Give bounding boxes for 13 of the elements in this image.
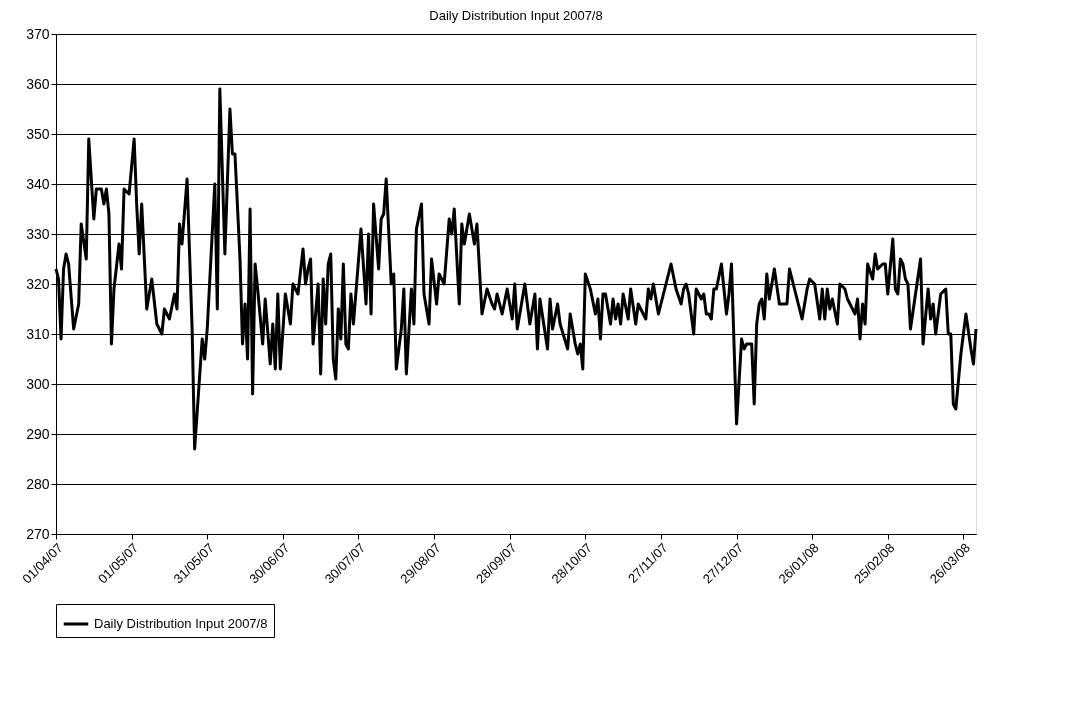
y-tick-label: 320 [26,275,50,292]
y-tick-label: 280 [26,475,50,492]
y-tick-label: 330 [26,225,50,242]
y-tick-label: 360 [26,75,50,92]
y-tick-label: 300 [26,375,50,392]
y-tick-label: 290 [26,425,50,442]
y-tick-label: 310 [26,325,50,342]
y-tick-label: 370 [26,25,50,42]
chart-title: Daily Distribution Input 2007/8 [429,8,603,23]
legend-label: Daily Distribution Input 2007/8 [94,616,268,631]
y-tick-label: 270 [26,525,50,542]
y-tick-label: 340 [26,175,50,192]
y-tick-label: 350 [26,125,50,142]
